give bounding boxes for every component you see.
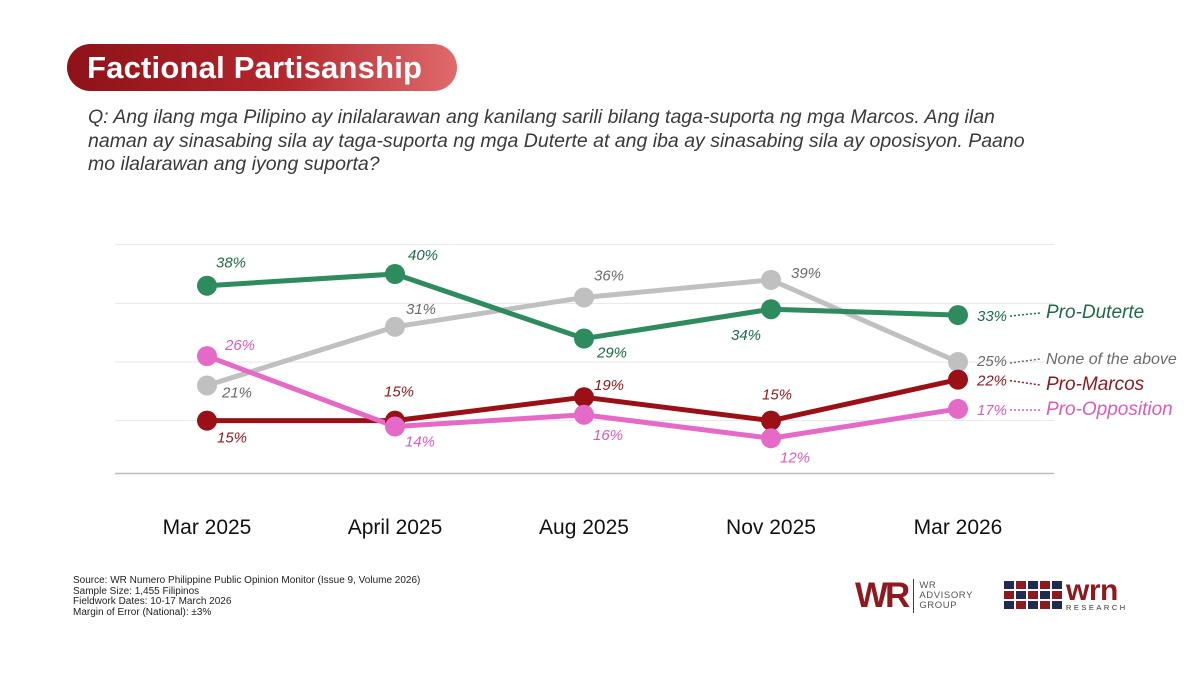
data-point — [761, 269, 781, 290]
data-label: 29% — [596, 345, 627, 362]
data-label: 40% — [408, 247, 438, 264]
data-point — [197, 410, 217, 431]
data-label: 14% — [405, 434, 435, 451]
data-point — [948, 352, 968, 372]
wr-logo-divider — [913, 579, 915, 613]
data-label: 17% — [977, 402, 1007, 419]
data-label: 38% — [216, 255, 246, 272]
wr-logo-text-line: GROUP — [919, 600, 958, 611]
data-label: 16% — [593, 427, 623, 444]
legend-leader — [1009, 379, 1041, 386]
wr-logo-text-line: ADVISORY — [919, 590, 974, 601]
data-point — [197, 346, 217, 367]
data-point — [948, 398, 968, 419]
x-tick-label: Aug 2025 — [539, 516, 629, 539]
survey-question: Q: Ang ilang mga Pilipino ay inilalarawa… — [88, 106, 1025, 175]
fieldwork-dates-line: Fieldwork Dates: 10-17 March 2026 — [73, 596, 232, 607]
data-point — [574, 387, 594, 408]
data-label: 22% — [976, 373, 1007, 390]
wr-logo-text-line: WR — [919, 580, 937, 591]
data-label: 15% — [384, 384, 414, 401]
wrn-logo-mark: wrn — [1066, 574, 1118, 607]
legend-label: Pro-Opposition — [1046, 399, 1173, 420]
x-tick-label: April 2025 — [348, 516, 443, 539]
data-point — [761, 410, 781, 431]
x-tick-label: Mar 2025 — [163, 516, 252, 539]
margin-of-error-line: Margin of Error (National): ±3% — [73, 606, 212, 618]
data-point — [761, 428, 781, 449]
data-point — [385, 416, 405, 437]
wr-advisory-logo: WR WR ADVISORY GROUP — [855, 578, 973, 614]
data-point — [385, 264, 405, 284]
data-point — [761, 299, 781, 320]
x-tick-label: Mar 2026 — [914, 516, 1003, 539]
data-label: 21% — [221, 384, 252, 401]
wrn-grid-icon — [1004, 581, 1062, 609]
legend-leader — [1009, 358, 1041, 364]
data-label: 25% — [976, 353, 1007, 370]
wrn-wordmark: wrn RESEARCH — [1066, 574, 1128, 612]
data-point — [574, 328, 594, 349]
sample-size-line: Sample Size: 1,455 Filipinos — [73, 585, 200, 597]
wr-logo-mark: WR — [855, 576, 910, 615]
data-label: 39% — [791, 265, 821, 282]
data-label: 34% — [731, 327, 761, 344]
data-label: 19% — [594, 377, 624, 394]
data-label: 33% — [977, 308, 1007, 325]
data-point — [197, 375, 217, 396]
data-label: 15% — [217, 430, 247, 447]
data-label: 36% — [594, 267, 624, 284]
wrn-logo-subtitle: RESEARCH — [1066, 603, 1128, 612]
data-point — [574, 287, 594, 308]
legend-leader — [1009, 312, 1041, 317]
source-notes: Source: WR Numero Philippine Public Opin… — [73, 575, 421, 618]
data-point — [574, 404, 594, 425]
data-point — [197, 275, 217, 296]
data-label: 26% — [224, 337, 255, 354]
data-label: 15% — [762, 387, 792, 404]
source-line: Source: WR Numero Philippine Public Opin… — [73, 575, 421, 586]
page-title: Factional Partisanship — [67, 44, 457, 91]
wr-logo-text: WR ADVISORY GROUP — [919, 581, 973, 611]
wrn-research-logo: wrn RESEARCH — [1004, 574, 1128, 612]
data-label: 31% — [406, 301, 436, 318]
legend-label: None of the above — [1046, 351, 1177, 368]
data-point — [948, 369, 968, 390]
legend-label: Pro-Marcos — [1046, 374, 1145, 395]
data-point — [948, 305, 968, 326]
data-label: 12% — [780, 449, 810, 466]
data-point — [385, 316, 405, 337]
legend-label: Pro-Duterte — [1046, 302, 1144, 323]
x-tick-label: Nov 2025 — [726, 516, 816, 539]
